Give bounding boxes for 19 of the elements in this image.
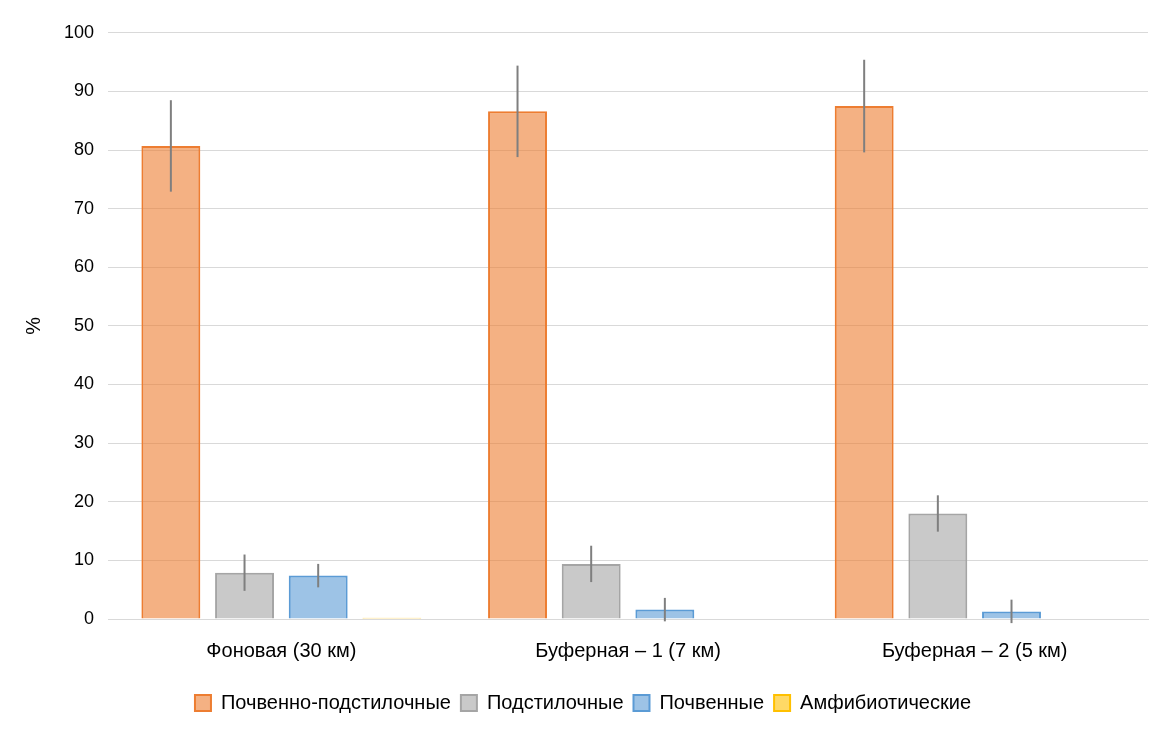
y-tick-label: 50 — [74, 314, 95, 335]
y-tick-label: 20 — [74, 490, 95, 511]
y-tick-label: 30 — [74, 432, 95, 453]
legend-label: Почвенно-подстилочные — [220, 690, 451, 713]
y-tick-label: 70 — [74, 197, 95, 218]
y-tick-label: 90 — [74, 80, 95, 101]
y-tick-label: 60 — [74, 256, 95, 277]
x-tick-label: Буферная – 1 (7 км) — [535, 638, 721, 661]
y-tick-label: 100 — [63, 21, 95, 42]
legend-label: Подстилочные — [486, 690, 624, 713]
y-tick-label: 40 — [74, 373, 95, 394]
legend-label: Амфибиотические — [800, 690, 972, 713]
y-tick-label: 10 — [74, 549, 95, 570]
x-tick-label: Буферная – 2 (5 км) — [881, 638, 1068, 661]
legend-label: Почвенные — [659, 690, 765, 713]
y-tick-label: 80 — [74, 139, 95, 160]
y-axis-title: % — [21, 316, 44, 335]
y-tick-label: 0 — [84, 607, 95, 628]
x-tick-label: Фоновая (30 км) — [206, 638, 357, 661]
